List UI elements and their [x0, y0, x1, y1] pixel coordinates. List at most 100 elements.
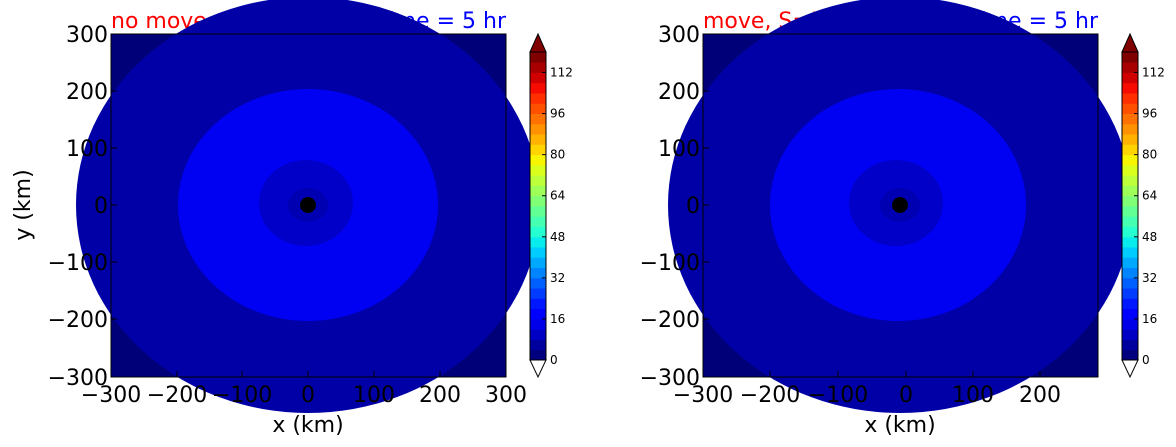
colorbar-segment: [1122, 154, 1138, 166]
colorbar-tick-label: 64: [1142, 189, 1157, 203]
x-tick-label: −300: [673, 383, 733, 408]
colorbar-segment: [1122, 339, 1138, 351]
colorbar-segment: [530, 195, 546, 207]
colorbar-segment: [530, 277, 546, 289]
colorbar-segment: [530, 52, 546, 63]
x-tick-label: 100: [952, 383, 994, 408]
y-tick-label: −200: [640, 308, 700, 333]
y-tick-label: 0: [94, 194, 108, 219]
colorbar-segment: [1122, 164, 1138, 176]
colorbar-segment: [530, 329, 546, 340]
y-tick-label: 0: [686, 194, 700, 219]
colorbar-tick-label: 16: [550, 312, 565, 326]
colorbar-segment: [1122, 93, 1138, 104]
colorbar-segment: [530, 288, 546, 299]
colorbar-tick-label: 0: [550, 353, 558, 367]
y-tick-label: 100: [66, 137, 108, 162]
panel-1-colorbar: 0 16 32 48 64 80 96 112: [529, 32, 573, 379]
y-tick-label: 200: [66, 80, 108, 105]
y-tick-label: 300: [66, 23, 108, 48]
panel-2-colorbar-over-arrow: [1121, 32, 1139, 53]
colorbar-segment: [530, 72, 546, 84]
y-tick-label: 200: [658, 80, 700, 105]
panel-2: move, S=5 hfx time = 5 hr −300 −200 −100…: [640, 0, 1165, 438]
x-tick-label: 300: [485, 383, 527, 408]
colorbar-segment: [1122, 247, 1138, 258]
y-tick-label: −100: [640, 251, 700, 276]
panel-2-colorbar-ticks: 0 16 32 48 64 80 96 112: [1134, 66, 1165, 367]
colorbar-segment: [530, 349, 546, 361]
colorbar-segment: [530, 154, 546, 166]
panel-1-storm-center-marker: [300, 197, 316, 213]
panel-1-colorbar-frame: [529, 51, 547, 361]
colorbar-segment: [530, 236, 546, 248]
panel-1-colorbar-over-arrow: [529, 32, 547, 53]
colorbar-segment: [1122, 288, 1138, 299]
y-tick-label: 300: [658, 23, 700, 48]
panel-1: no move, S=5 hfx time = 5 hr −300 −200 −…: [11, 0, 573, 438]
colorbar-segment: [1122, 257, 1138, 268]
colorbar-segment: [530, 134, 546, 145]
colorbar-segment: [1122, 206, 1138, 217]
colorbar-segment: [530, 93, 546, 104]
colorbar-segment: [530, 257, 546, 268]
panel-2-colorbar-segments: [1122, 52, 1138, 361]
colorbar-segment: [1122, 144, 1138, 156]
colorbar-tick-label: 112: [1142, 66, 1165, 80]
colorbar-segment: [530, 247, 546, 258]
x-tick-label: 200: [419, 383, 461, 408]
panel-1-yaxis: 300 200 100 0 −100 −200 −300 y (km): [11, 23, 117, 391]
colorbar-segment: [1122, 267, 1138, 279]
panel-2-storm-center-marker: [892, 197, 908, 213]
colorbar-segment: [1122, 349, 1138, 361]
colorbar-segment: [530, 206, 546, 217]
x-tick-label: 200: [1019, 383, 1061, 408]
colorbar-segment: [1122, 277, 1138, 289]
panel-2-colorbar: 0 16 32 48 64 80 96 112: [1121, 32, 1165, 379]
panel-1-y-axis-label: y (km): [11, 169, 36, 240]
colorbar-segment: [530, 308, 546, 320]
colorbar-tick-label: 0: [1142, 353, 1150, 367]
colorbar-segment: [1122, 82, 1138, 94]
y-tick-label: −300: [640, 366, 700, 391]
colorbar-segment: [1122, 175, 1138, 186]
colorbar-segment: [530, 339, 546, 351]
colorbar-tick-label: 32: [550, 271, 565, 285]
colorbar-segment: [530, 175, 546, 186]
panel-2-xaxis: −300 −200 −100 0 100 200 x (km): [673, 371, 1061, 438]
colorbar-segment: [530, 103, 546, 114]
y-tick-label: −300: [48, 366, 108, 391]
panel-2-plot: [668, 0, 1132, 413]
colorbar-segment: [530, 226, 546, 238]
colorbar-tick-label: 64: [550, 189, 565, 203]
colorbar-segment: [1122, 52, 1138, 63]
colorbar-tick-label: 48: [550, 230, 565, 244]
x-tick-label: −300: [81, 383, 141, 408]
panel-2-yaxis: 300 200 100 0 −100 −200 −300: [640, 23, 709, 391]
colorbar-segment: [1122, 298, 1138, 310]
colorbar-segment: [530, 164, 546, 176]
x-tick-label: 100: [353, 383, 395, 408]
colorbar-segment: [530, 113, 546, 125]
colorbar-segment: [1122, 236, 1138, 248]
x-tick-label: −200: [147, 383, 207, 408]
colorbar-segment: [1122, 123, 1138, 135]
colorbar-segment: [1122, 318, 1138, 330]
colorbar-segment: [530, 298, 546, 310]
y-tick-label: 100: [658, 137, 700, 162]
colorbar-tick-label: 32: [1142, 271, 1157, 285]
x-tick-label: −200: [740, 383, 800, 408]
panel-1-colorbar-under-arrow: [529, 359, 547, 379]
colorbar-segment: [1122, 216, 1138, 227]
panel-2-x-axis-label: x (km): [864, 413, 935, 438]
x-tick-label: 0: [301, 383, 315, 408]
panel-1-x-axis-label: x (km): [272, 413, 343, 438]
colorbar-segment: [1122, 308, 1138, 320]
colorbar-segment: [530, 123, 546, 135]
colorbar-segment: [1122, 185, 1138, 197]
colorbar-segment: [1122, 113, 1138, 125]
colorbar-tick-label: 16: [1142, 312, 1157, 326]
y-tick-label: −200: [48, 308, 108, 333]
colorbar-segment: [1122, 195, 1138, 207]
